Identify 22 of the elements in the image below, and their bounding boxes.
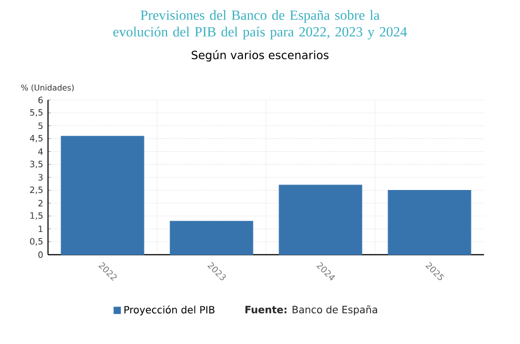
y-tick-label: 0: [38, 251, 43, 258]
bar: [170, 220, 254, 255]
bar: [278, 184, 362, 255]
y-tick-label: 5: [38, 122, 43, 130]
y-tick-label: 1,5: [30, 212, 43, 220]
text: Fuente: Banco de España: [245, 305, 378, 316]
y-tick-label: 3,5: [30, 160, 43, 168]
y-tick-label: 0,5: [30, 238, 43, 246]
chart-title: Previsiones del Banco de España sobre la evolución del PIB del país para 2022, 2023 y 2024: [113, 10, 407, 40]
y-axis-title: % (Unidades): [21, 84, 74, 92]
y-tick-label: 2: [38, 200, 42, 206]
y-tick-label: 2,5: [30, 186, 43, 194]
chart-subtitle: Según varios escenarios: [192, 50, 329, 62]
bar: [60, 136, 144, 255]
y-tick-label: 6: [38, 96, 43, 104]
y-tick-label: 4: [38, 148, 43, 155]
legend-label: Proyección del PIB: [124, 305, 214, 316]
y-tick-label: 3: [38, 174, 43, 181]
bar: [388, 190, 472, 255]
y-tick-label: 4,5: [30, 135, 43, 142]
y-tick-label: 1: [38, 226, 42, 232]
y-tick-label: 5,5: [30, 109, 43, 117]
